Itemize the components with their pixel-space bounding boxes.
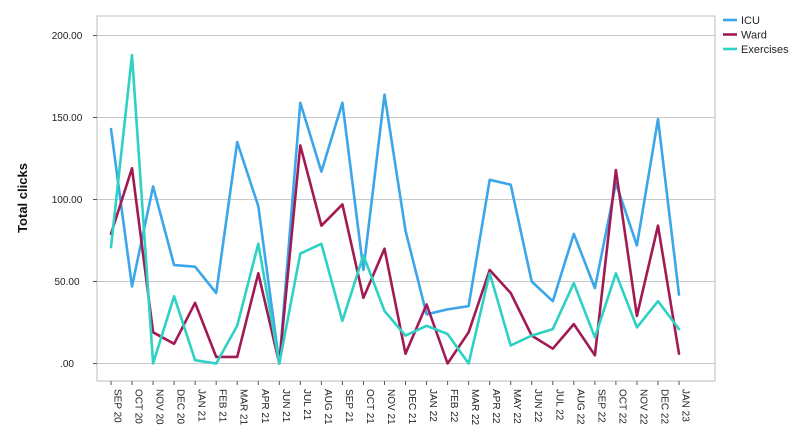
x-axis: SEP 20 OCT 20 NOV 20 DEC 20 JAN 21 FEB 21 MAR … [110, 381, 691, 426]
x-tick-label: NOV 21 [385, 389, 396, 425]
legend-label-exercises: Exercises [741, 44, 789, 56]
x-tick-label: AUG 21 [322, 389, 333, 425]
y-axis: .00 50.00 100.00 150.00 200.00 [52, 31, 97, 370]
y-axis-title: Total clicks [15, 163, 30, 233]
x-tick-label: JAN 23 [680, 389, 691, 422]
x-tick-label: JUN 22 [532, 389, 543, 423]
y-tick-label: .00 [60, 359, 74, 370]
x-tick-label: MAY 22 [511, 389, 522, 424]
x-tick-label: FEB 22 [448, 389, 459, 423]
x-tick-label: OCT 21 [364, 389, 375, 424]
x-tick-label: DEC 22 [658, 389, 669, 424]
legend-label-ward: Ward [741, 30, 767, 42]
x-tick-label: SEP 21 [343, 389, 354, 423]
legend-label-icu: ICU [741, 15, 760, 27]
x-tick-label: SEP 20 [112, 389, 123, 423]
series-lines [109, 53, 681, 365]
y-tick-label: 200.00 [52, 31, 83, 42]
x-tick-label: JAN 22 [427, 389, 438, 422]
series-line-icu [109, 93, 681, 365]
x-tick-label: DEC 21 [406, 389, 417, 424]
x-tick-label: DEC 20 [175, 389, 186, 424]
x-tick-label: JUL 22 [553, 389, 564, 421]
x-tick-label: AUG 22 [574, 389, 585, 425]
x-tick-label: MAR 22 [469, 389, 480, 426]
y-tick-label: 150.00 [52, 113, 83, 124]
y-tick-label: 50.00 [54, 277, 79, 288]
series-line-ward [109, 144, 681, 365]
legend: ICU Ward Exercises [723, 15, 789, 56]
x-tick-label: APR 22 [490, 389, 501, 424]
series-line-exercises [109, 53, 681, 365]
x-tick-label: NOV 22 [637, 389, 648, 425]
x-tick-label: APR 21 [259, 389, 270, 424]
x-tick-label: JUL 21 [301, 389, 312, 421]
x-tick-label: JAN 21 [196, 389, 207, 422]
x-tick-label: NOV 20 [154, 389, 165, 425]
x-tick-label: JUN 21 [280, 389, 291, 423]
x-tick-label: OCT 22 [616, 389, 627, 424]
y-tick-label: 100.00 [52, 195, 83, 206]
x-tick-label: OCT 20 [133, 389, 144, 424]
x-tick-label: MAR 21 [238, 389, 249, 426]
x-tick-label: FEB 21 [217, 389, 228, 423]
x-tick-label: SEP 22 [595, 389, 606, 423]
